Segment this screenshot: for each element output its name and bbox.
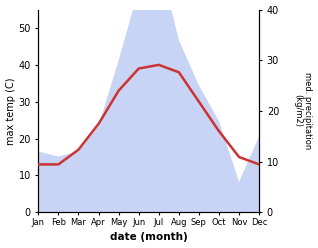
Y-axis label: max temp (C): max temp (C) [5,77,16,145]
Y-axis label: med. precipitation
(kg/m2): med. precipitation (kg/m2) [293,72,313,150]
X-axis label: date (month): date (month) [110,232,188,243]
